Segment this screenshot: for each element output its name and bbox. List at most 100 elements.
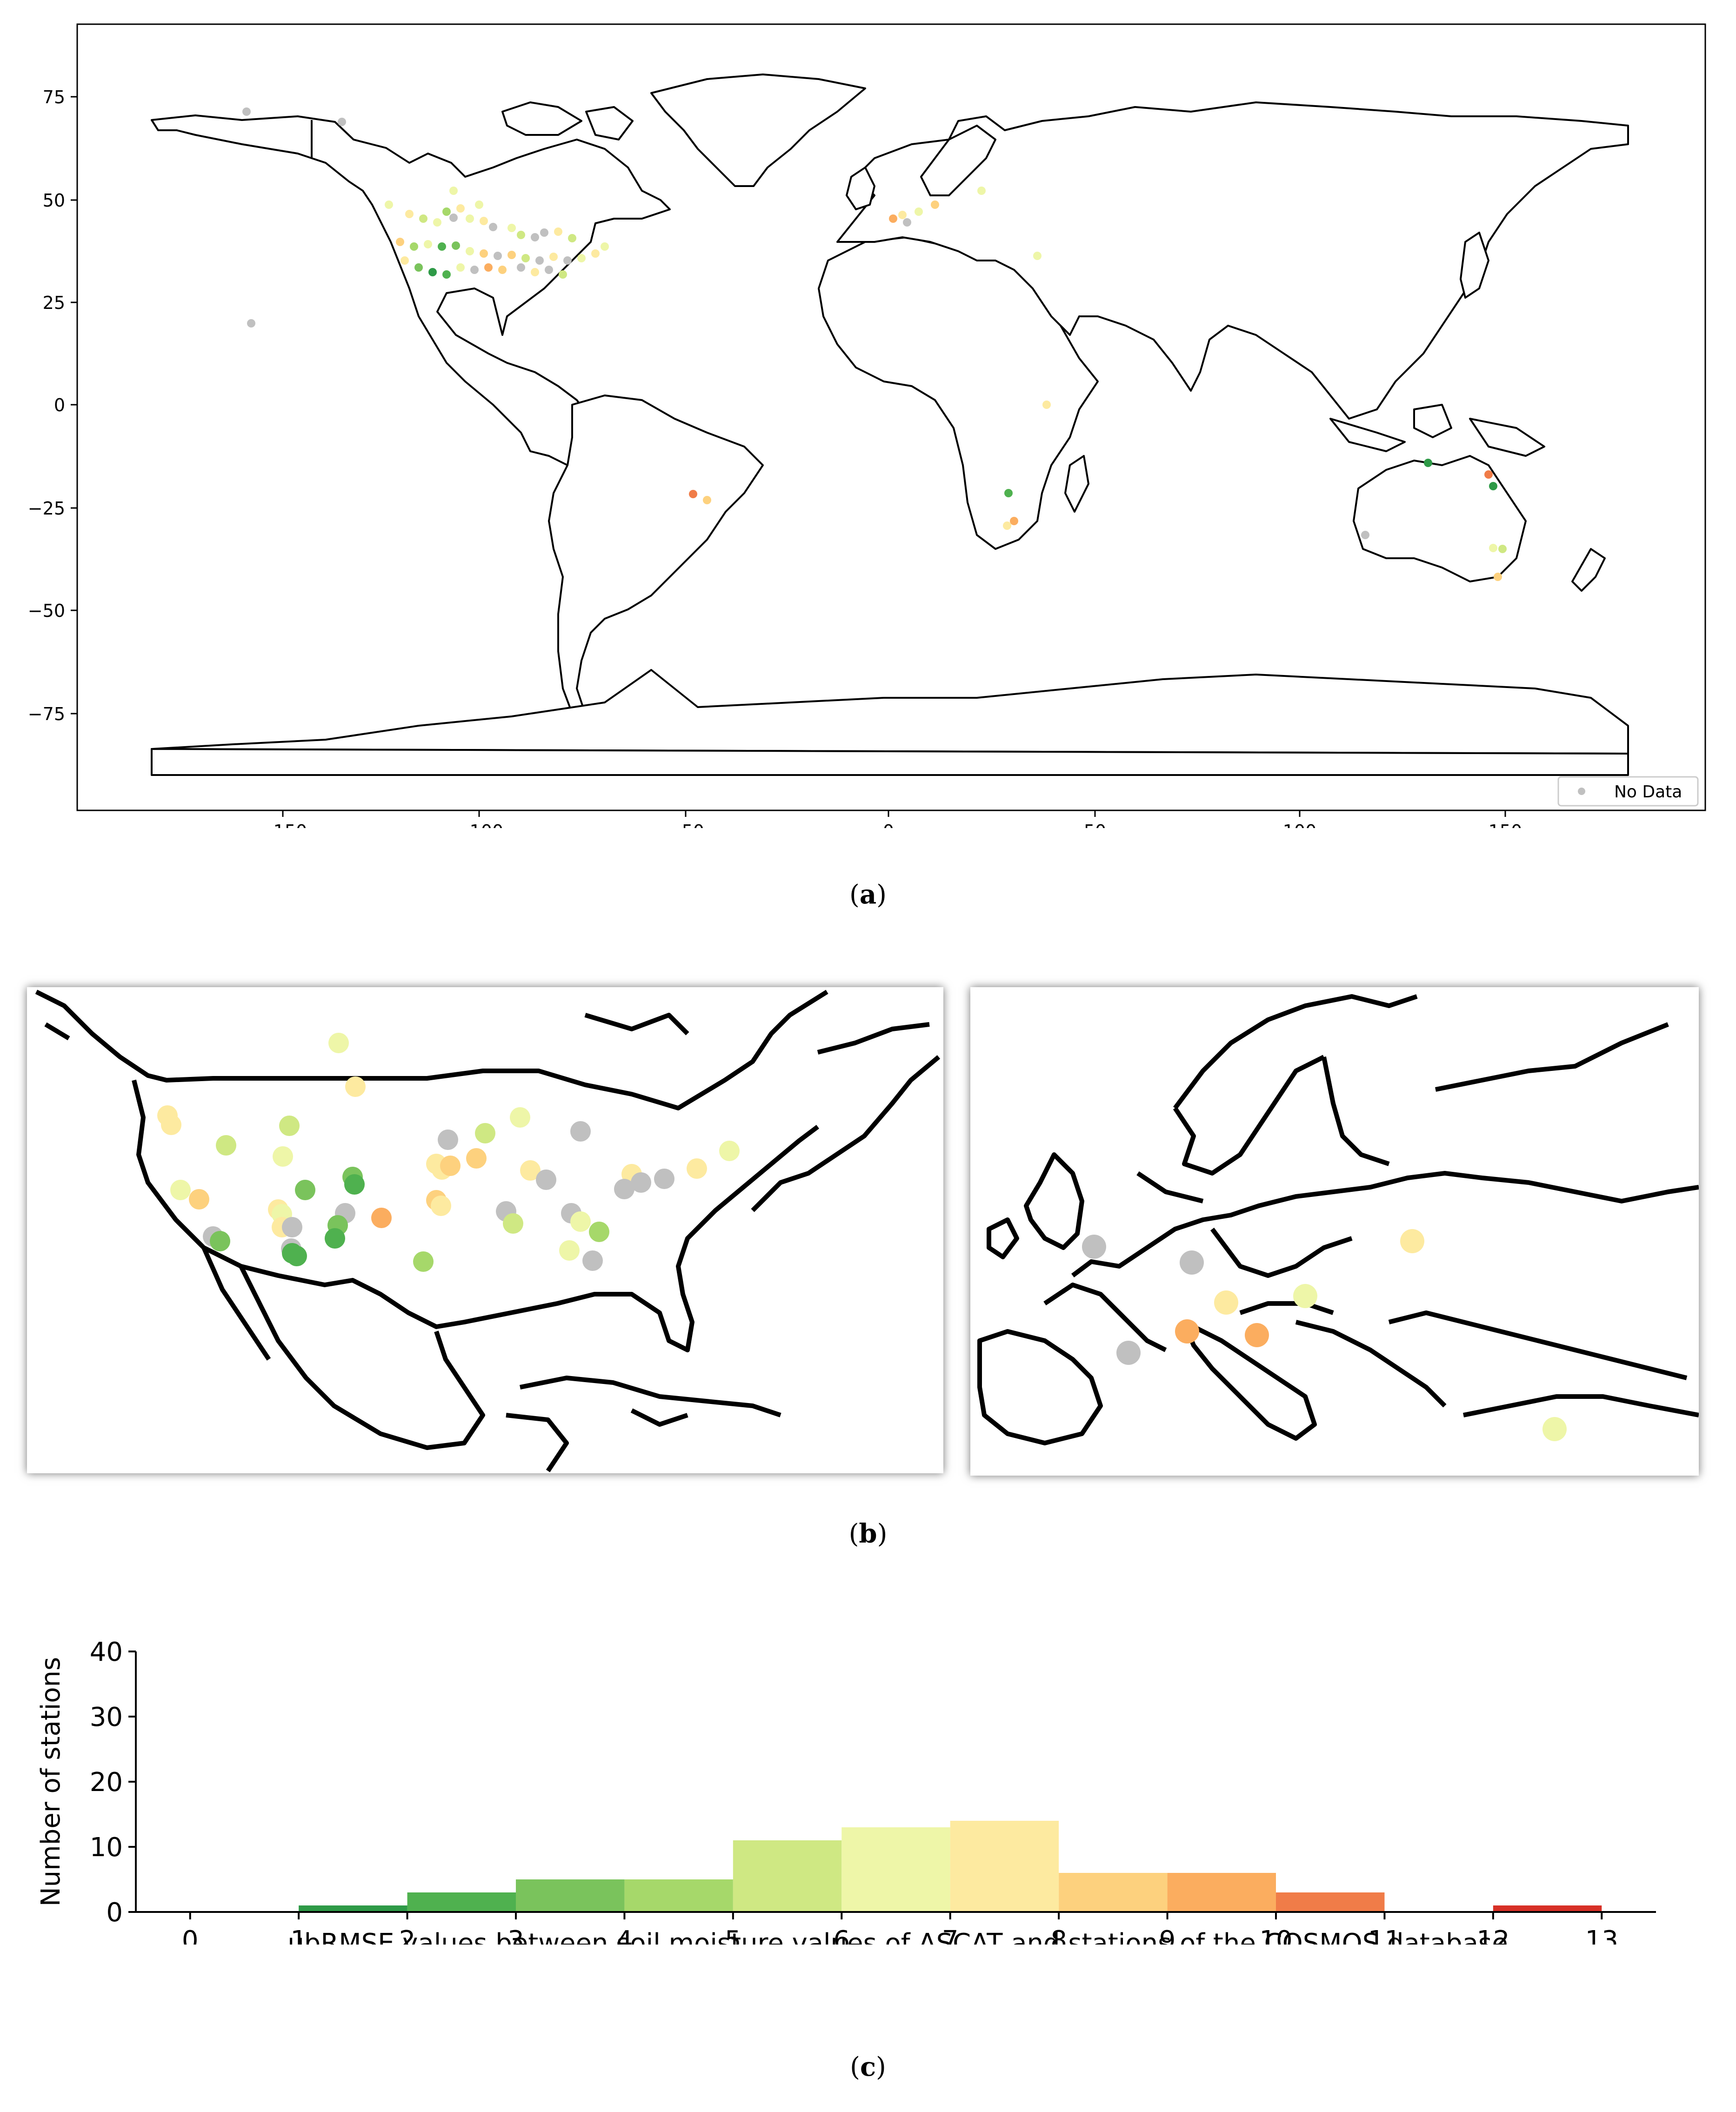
station-marker [507,251,516,259]
station-marker [189,1189,209,1210]
caption-c: (c) [850,2052,886,2082]
station-marker [1489,544,1497,552]
station-marker [898,211,907,219]
station-marker [419,214,427,223]
station-marker [210,1231,230,1251]
map-a-ytick: 25 [43,293,65,313]
station-marker [431,1196,451,1216]
hist-xlabel: ubRMSE values between soil moisture valu… [287,1928,1508,1945]
station-marker [503,1213,523,1234]
map-a-ytick: 0 [54,395,65,415]
station-marker [535,256,544,265]
map-a-xtick: 100 [1283,821,1317,828]
map-a-xtick: 50 [1084,821,1106,828]
y-tick-label: 20 [90,1767,123,1798]
x-tick-label: 7 [942,1925,959,1945]
station-marker [344,1174,365,1195]
no-data-marker [1578,788,1585,795]
station-marker [521,254,530,262]
map-a-ytick: 75 [43,87,65,107]
station-marker [1082,1235,1106,1259]
station-marker [371,1208,392,1228]
histogram-x-ticks: 0 1 2 3 4 5 6 7 8 9 10 11 12 13 [182,1912,1618,1945]
station-markers-world [242,107,1507,581]
legend-no-data-label: No Data [1614,782,1682,802]
station-marker [484,263,493,272]
station-marker [466,247,474,255]
station-marker [498,266,507,274]
world-map: −150 −100 −50 0 50 100 150 75 50 25 0 −2… [28,23,1706,828]
map-a-ytick: −25 [28,498,65,519]
station-marker [554,227,562,236]
station-marker [589,1222,609,1242]
map-a-ytick: −50 [28,601,65,621]
station-marker [438,242,446,251]
world-coastlines [151,74,1629,776]
station-marker [517,231,525,239]
station-marker [931,201,939,209]
station-marker [889,214,897,223]
x-tick-label: 6 [833,1925,850,1945]
station-marker [466,214,474,223]
station-marker [517,263,525,272]
station-marker [273,1146,293,1167]
station-marker [1010,517,1018,525]
histogram-bar [1167,1873,1276,1912]
station-marker [654,1169,674,1189]
histogram-bar [299,1905,407,1912]
station-marker [452,241,460,250]
x-tick-label: 3 [507,1925,524,1945]
station-marker [247,319,255,327]
y-tick-label: 0 [106,1898,123,1928]
station-marker [1003,521,1011,530]
station-marker [449,187,458,195]
station-marker [410,242,418,251]
map-a-xtick: −50 [667,821,704,828]
station-marker [601,242,609,251]
station-marker [1489,482,1497,490]
y-tick-label: 30 [90,1702,123,1732]
station-marker [549,253,558,261]
zoom-map-north-america [27,987,943,1473]
station-marker [401,256,409,265]
histogram-bar [1493,1905,1602,1912]
station-markers-europe [1082,1229,1567,1441]
x-tick-label: 12 [1476,1925,1509,1945]
map-a-ytick: 50 [43,190,65,211]
station-marker [568,234,576,242]
station-marker [507,224,516,232]
x-tick-label: 5 [725,1925,741,1945]
station-marker [1033,252,1042,260]
station-marker [161,1115,181,1135]
station-marker [328,1033,349,1053]
station-marker [915,207,923,216]
histogram-bar [624,1879,733,1912]
station-marker [719,1141,740,1161]
station-marker [414,263,423,272]
station-marker [1494,573,1502,581]
station-marker [536,1170,556,1190]
station-marker [456,204,465,213]
station-marker [466,1148,487,1169]
station-marker [1542,1417,1567,1441]
station-marker [577,254,586,262]
station-marker [494,252,502,260]
map-a-xtick: −100 [455,821,503,828]
station-marker [442,207,451,216]
histogram-y-ticks: 0 10 20 30 40 [90,1637,136,1928]
station-marker [687,1158,707,1179]
station-marker [1484,470,1493,479]
station-marker [540,228,548,237]
station-marker [545,266,553,274]
station-marker [475,1123,495,1143]
station-marker [470,266,479,274]
station-marker [282,1217,302,1237]
station-marker [279,1116,300,1136]
hist-ylabel: Number of stations [36,1657,66,1906]
station-marker [1214,1290,1238,1315]
station-marker [903,218,911,227]
map-a-legend: No Data [1557,776,1699,807]
station-marker [170,1180,191,1200]
x-tick-label: 4 [616,1925,633,1945]
station-marker [413,1251,434,1272]
